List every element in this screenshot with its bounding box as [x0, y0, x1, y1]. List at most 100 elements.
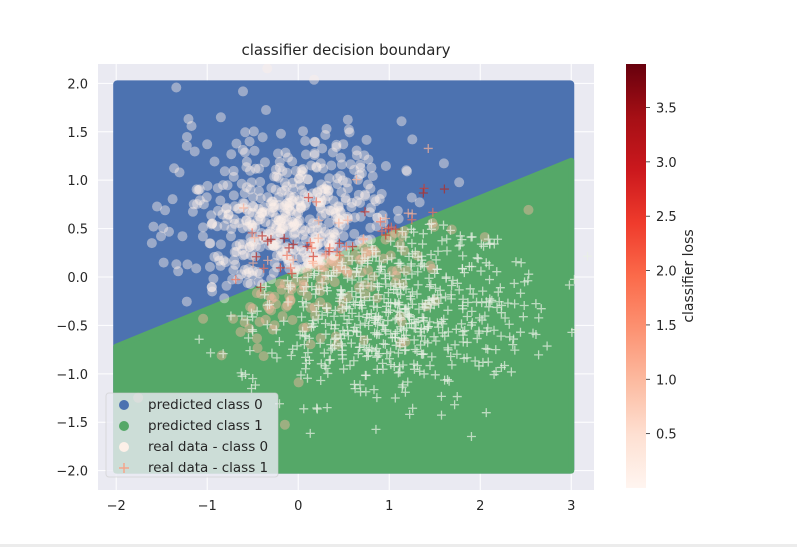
real-class-0-point [324, 205, 335, 216]
real-class-1-point [454, 285, 464, 295]
y-axis-ticks: −2.0 −1.5 −1.0 −0.5 0.0 0.5 1.0 1.5 2.0 [56, 77, 88, 479]
real-class-0-point [332, 173, 343, 184]
real-class-1-point [515, 327, 525, 337]
real-class-1-point [427, 352, 437, 362]
real-class-1-point [417, 349, 427, 359]
real-class-0-point [340, 192, 351, 203]
real-class-0-point [365, 234, 376, 245]
real-class-1-point [410, 247, 420, 257]
real-class-1-point [372, 352, 382, 362]
real-class-1-point [308, 251, 318, 261]
real-class-0-point [247, 270, 258, 281]
real-class-0-point [380, 234, 391, 245]
real-class-0-point [329, 232, 340, 243]
real-class-0-point [330, 211, 341, 222]
colorbar-tick-label: 1.5 [656, 319, 677, 334]
real-class-0-point [262, 64, 273, 74]
real-class-0-point [446, 224, 457, 235]
real-class-0-point [316, 179, 327, 190]
real-class-1-point [542, 341, 552, 351]
real-class-0-point [361, 134, 372, 145]
real-class-1-point [259, 263, 269, 273]
real-class-0-point [274, 227, 285, 238]
real-class-0-point [241, 162, 252, 173]
real-class-1-point [419, 183, 429, 193]
real-class-1-point [283, 276, 293, 286]
real-class-1-point [465, 284, 475, 294]
real-class-1-point [386, 347, 396, 357]
real-class-1-point [262, 320, 272, 330]
real-class-0-point [298, 263, 309, 274]
real-class-0-point [293, 207, 304, 218]
real-class-0-point [284, 291, 295, 302]
real-class-0-point [254, 163, 265, 174]
real-class-0-point [247, 220, 258, 231]
real-class-1-point [441, 272, 451, 282]
real-class-0-point [253, 186, 264, 197]
real-class-1-point [354, 311, 364, 321]
real-class-1-point [382, 255, 392, 265]
real-class-1-point [352, 266, 362, 276]
real-class-1-point [428, 207, 438, 217]
real-class-0-point [296, 245, 307, 256]
real-class-1-point [423, 322, 433, 332]
real-class-1-point [317, 278, 327, 288]
real-class-0-point [425, 260, 436, 271]
real-class-1-point [381, 213, 391, 223]
real-class-0-point [334, 205, 345, 216]
real-class-1-point [485, 239, 495, 249]
real-class-1-point [264, 300, 274, 310]
real-class-0-point [327, 234, 338, 245]
real-class-1-point [342, 273, 352, 283]
real-class-0-point [349, 164, 360, 175]
real-class-1-point [472, 334, 482, 344]
real-class-0-point [213, 205, 224, 216]
real-class-0-point [214, 255, 225, 266]
real-class-1-point [518, 312, 528, 322]
real-class-0-point [309, 148, 320, 159]
real-class-1-point [243, 333, 253, 343]
real-class-0-point [277, 165, 288, 176]
real-class-0-point [215, 195, 226, 206]
real-class-0-point [186, 121, 197, 132]
real-class-0-point [294, 173, 305, 184]
real-class-1-point [417, 251, 427, 261]
real-class-0-point [255, 193, 266, 204]
real-class-1-point [226, 311, 236, 321]
real-class-0-point [284, 205, 295, 216]
real-class-0-point [206, 282, 217, 293]
real-class-0-point [280, 207, 291, 218]
real-class-0-point [269, 199, 280, 210]
real-class-0-point [171, 259, 182, 270]
real-class-0-point [380, 160, 391, 171]
real-class-1-point [377, 226, 387, 236]
real-class-0-point [264, 291, 275, 302]
real-class-0-point [344, 127, 355, 138]
real-class-0-point [271, 171, 282, 182]
real-class-0-point [247, 265, 258, 276]
real-class-1-point [376, 262, 386, 272]
real-class-0-point [229, 218, 240, 229]
real-class-1-point [401, 232, 411, 242]
real-class-0-point [248, 192, 259, 203]
real-class-0-point [251, 288, 262, 299]
real-class-0-point [270, 299, 281, 310]
real-class-1-point [402, 309, 412, 319]
legend-label-predicted-class-0: predicted class 0 [148, 397, 263, 413]
real-class-0-point [366, 162, 377, 173]
real-class-0-point [234, 203, 245, 214]
real-class-0-point [239, 198, 250, 209]
real-class-0-point [254, 268, 265, 279]
real-class-1-point [335, 250, 345, 260]
real-class-1-point [373, 290, 383, 300]
real-class-0-point [254, 211, 265, 222]
real-class-0-point [230, 259, 241, 270]
real-class-0-point [271, 220, 282, 231]
real-class-1-point [323, 368, 333, 378]
real-class-1-point [425, 303, 435, 313]
real-class-0-point [242, 221, 253, 232]
real-class-1-point [450, 340, 460, 350]
real-class-1-point [239, 203, 249, 213]
real-class-0-point [226, 223, 237, 234]
real-class-0-point [295, 179, 306, 190]
